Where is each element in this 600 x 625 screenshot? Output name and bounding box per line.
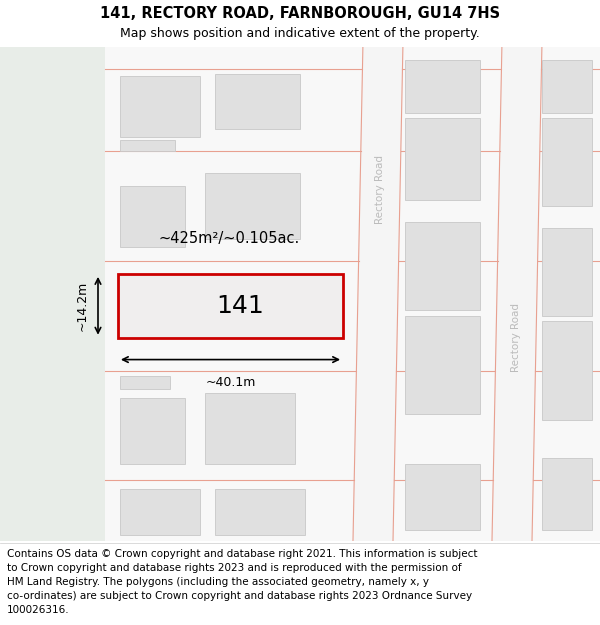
Bar — [120, 376, 170, 389]
Text: co-ordinates) are subject to Crown copyright and database rights 2023 Ordnance S: co-ordinates) are subject to Crown copyr… — [7, 591, 472, 601]
Bar — [120, 140, 175, 151]
Bar — [542, 118, 592, 206]
Polygon shape — [492, 47, 542, 541]
Bar — [205, 173, 300, 239]
Bar — [105, 47, 600, 541]
Text: Contains OS data © Crown copyright and database right 2021. This information is : Contains OS data © Crown copyright and d… — [7, 549, 478, 559]
Bar — [405, 222, 480, 310]
Bar — [215, 74, 300, 129]
Text: Rectory Road: Rectory Road — [511, 303, 521, 372]
Text: ~14.2m: ~14.2m — [76, 281, 89, 331]
Bar — [542, 60, 592, 112]
Bar — [205, 392, 295, 464]
Bar — [120, 186, 185, 247]
Bar — [120, 489, 200, 535]
Bar — [120, 398, 185, 464]
Text: Map shows position and indicative extent of the property.: Map shows position and indicative extent… — [120, 28, 480, 40]
Bar — [542, 228, 592, 316]
Bar — [120, 76, 200, 137]
Bar — [118, 274, 343, 338]
Bar — [0, 47, 105, 541]
Bar — [405, 118, 480, 201]
Text: ~40.1m: ~40.1m — [205, 376, 256, 389]
Bar — [128, 285, 203, 327]
Polygon shape — [353, 47, 403, 541]
Bar — [542, 321, 592, 420]
Bar — [405, 60, 480, 112]
Text: to Crown copyright and database rights 2023 and is reproduced with the permissio: to Crown copyright and database rights 2… — [7, 563, 462, 573]
Text: 141: 141 — [217, 294, 265, 318]
Text: ~425m²/~0.105ac.: ~425m²/~0.105ac. — [158, 231, 299, 246]
Bar — [215, 489, 305, 535]
Text: 141, RECTORY ROAD, FARNBOROUGH, GU14 7HS: 141, RECTORY ROAD, FARNBOROUGH, GU14 7HS — [100, 6, 500, 21]
Bar — [542, 458, 592, 529]
Text: HM Land Registry. The polygons (including the associated geometry, namely x, y: HM Land Registry. The polygons (includin… — [7, 577, 429, 587]
Bar — [405, 464, 480, 529]
Text: Rectory Road: Rectory Road — [374, 155, 385, 224]
Bar — [405, 316, 480, 414]
Text: 100026316.: 100026316. — [7, 605, 70, 615]
